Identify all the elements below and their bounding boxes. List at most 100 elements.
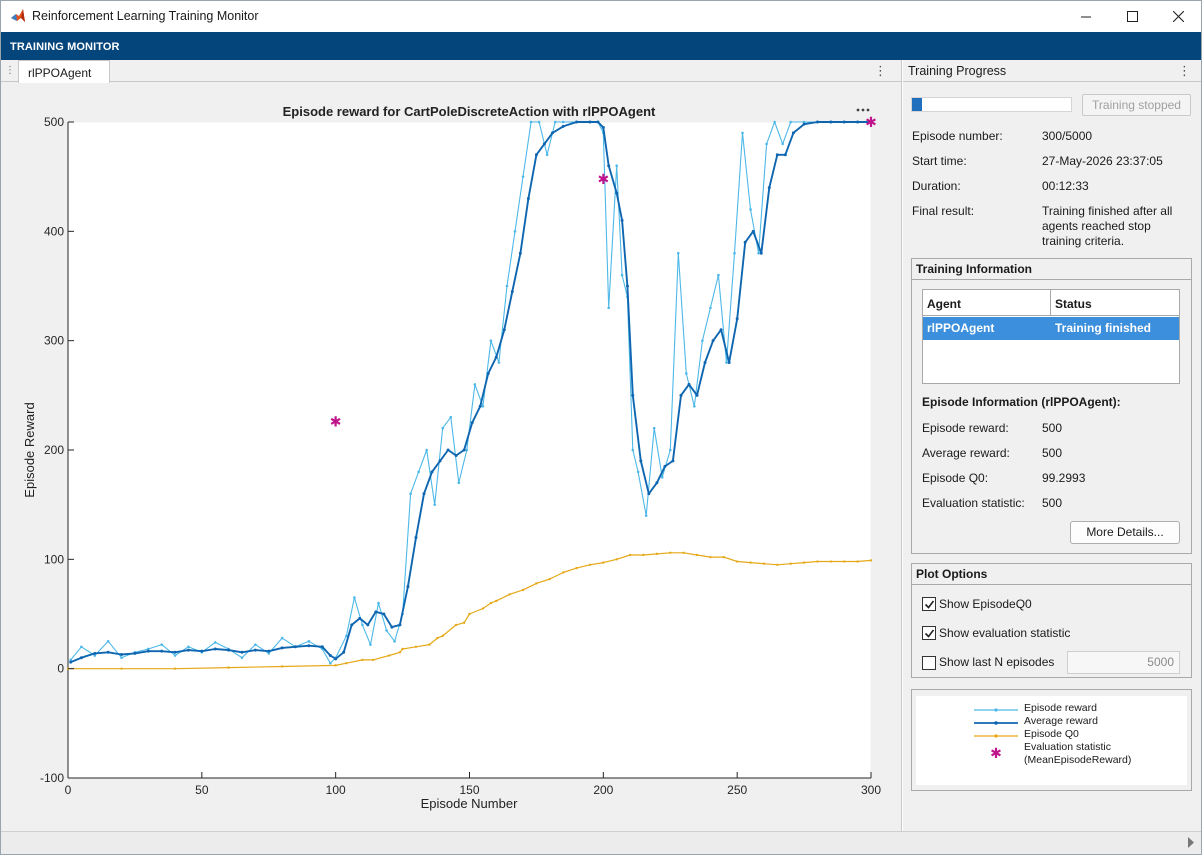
show-q0-label[interactable]: Show EpisodeQ0 [939,597,1032,611]
episode-q0-point [561,571,565,574]
x-tick-label: 100 [326,783,346,797]
maximize-button[interactable] [1109,1,1155,32]
episode-reward-point [417,470,420,474]
show-evaluation-checkbox[interactable] [922,626,936,640]
episode-reward-point [636,470,640,474]
show-last-n-label[interactable]: Show last N episodes [939,655,1055,669]
average-reward-point [446,448,450,452]
episode-q0-point [535,582,538,585]
episode-q0-point [428,643,431,646]
episode-reward-point [717,273,720,277]
close-button[interactable] [1155,1,1201,32]
table-row[interactable]: rlPPOAgent Training finished [923,317,1179,340]
document-tab[interactable]: rlPPOAgent [18,60,110,83]
episode-reward-point [693,404,696,408]
y-tick-label: 300 [44,334,64,348]
y-tick-label: 200 [44,443,64,457]
episode-reward-point [741,131,744,135]
episode-q0-point [468,612,471,616]
average-reward-point [358,616,362,620]
average-reward-point [727,361,731,365]
episode-q0-point [388,654,391,657]
episode-q0-point [588,563,592,566]
more-details-button[interactable]: More Details... [1070,521,1180,544]
episode-q0-point [735,560,739,563]
progress-panel-title: Training Progress [908,64,1007,78]
average-reward-point [406,585,410,589]
episode-reward-point [553,120,557,124]
average-reward-point [695,393,699,397]
average-reward-point [106,650,110,654]
average-reward-point [663,464,667,468]
average-reward-point [320,645,324,649]
episode-reward-point [529,120,533,124]
progress-panel-menu-icon[interactable]: ⋮ [1178,63,1191,78]
average-reward-point [186,648,190,652]
status-column-header[interactable]: Status [1051,290,1179,316]
average-reward-point [470,421,474,425]
status-bar [1,831,1201,854]
episode-reward-point [607,306,610,310]
average-reward-point [422,492,426,496]
average-reward-point [267,649,271,653]
x-axis-label: Episode Number [421,796,518,811]
average-reward-point [213,647,217,651]
expand-arrow-icon[interactable] [1187,837,1195,848]
average-reward-point [173,650,177,654]
average-reward-point [687,382,691,386]
episode-reward-point [457,481,461,485]
episode-reward-point [537,120,541,124]
episode-q0-point [602,561,605,564]
status-cell: Training finished [1055,321,1152,335]
average-reward-point [398,623,402,627]
episode-reward-point [449,415,453,419]
document-menu-icon[interactable]: ⋮ [874,63,887,78]
episode-q0-line [68,552,872,670]
agent-column-header[interactable]: Agent [923,290,1051,316]
average-reward-value: 500 [1042,446,1063,460]
average-reward-point [518,251,522,255]
stop-training-button[interactable]: Training stopped [1082,94,1191,116]
episode-reward-point [147,647,150,651]
episode-reward-point [652,426,656,430]
duration-label: Duration: [912,179,961,193]
episode-reward-point [513,230,517,233]
agent-table[interactable]: Agent Status rlPPOAgent Training finishe… [922,289,1180,384]
episode-q0-point [749,561,752,564]
episode-q0-point [371,658,375,662]
show-evaluation-label[interactable]: Show evaluation statistic [939,626,1071,640]
episode-reward-point [465,448,469,452]
episode-reward-point [80,645,83,649]
episode-q0-point [334,664,337,667]
episode-q0-point [495,599,498,603]
axes-toolbar-icon[interactable] [856,108,870,112]
episode-reward-point [545,153,549,157]
average-reward-point [366,623,370,627]
duration-value: 00:12:33 [1042,179,1089,193]
average-reward-point [639,459,643,463]
episode-reward-point [254,643,257,646]
y-tick-label: -100 [40,771,64,785]
last-n-episodes-input[interactable]: 5000 [1067,651,1180,674]
episode-q0-point [762,562,766,565]
evaluation-statistic-point: ✱ [597,172,609,188]
average-reward-point [703,361,707,365]
y-tick-label: 400 [44,224,64,238]
show-q0-checkbox[interactable] [922,597,936,611]
episode-reward-point [425,448,428,452]
legend-swatches: ✱ [974,708,1018,762]
average-reward-point [414,535,418,539]
grip-icon[interactable]: ⋮ [5,65,15,76]
average-reward-point [588,120,592,124]
episode-reward-point [561,120,565,124]
show-last-n-checkbox[interactable] [922,656,936,670]
average-reward-label: Average reward: [922,446,1010,460]
ribbon-tab-training-monitor[interactable]: TRAINING MONITOR [10,41,120,53]
minimize-button[interactable] [1063,1,1109,32]
episode-reward-point [644,514,648,517]
episode-q0-value: 99.2993 [1042,471,1086,485]
episode-q0-point [843,560,846,563]
average-reward-point [802,122,806,126]
episode-q0-point [489,601,493,605]
average-reward-point [146,649,150,653]
